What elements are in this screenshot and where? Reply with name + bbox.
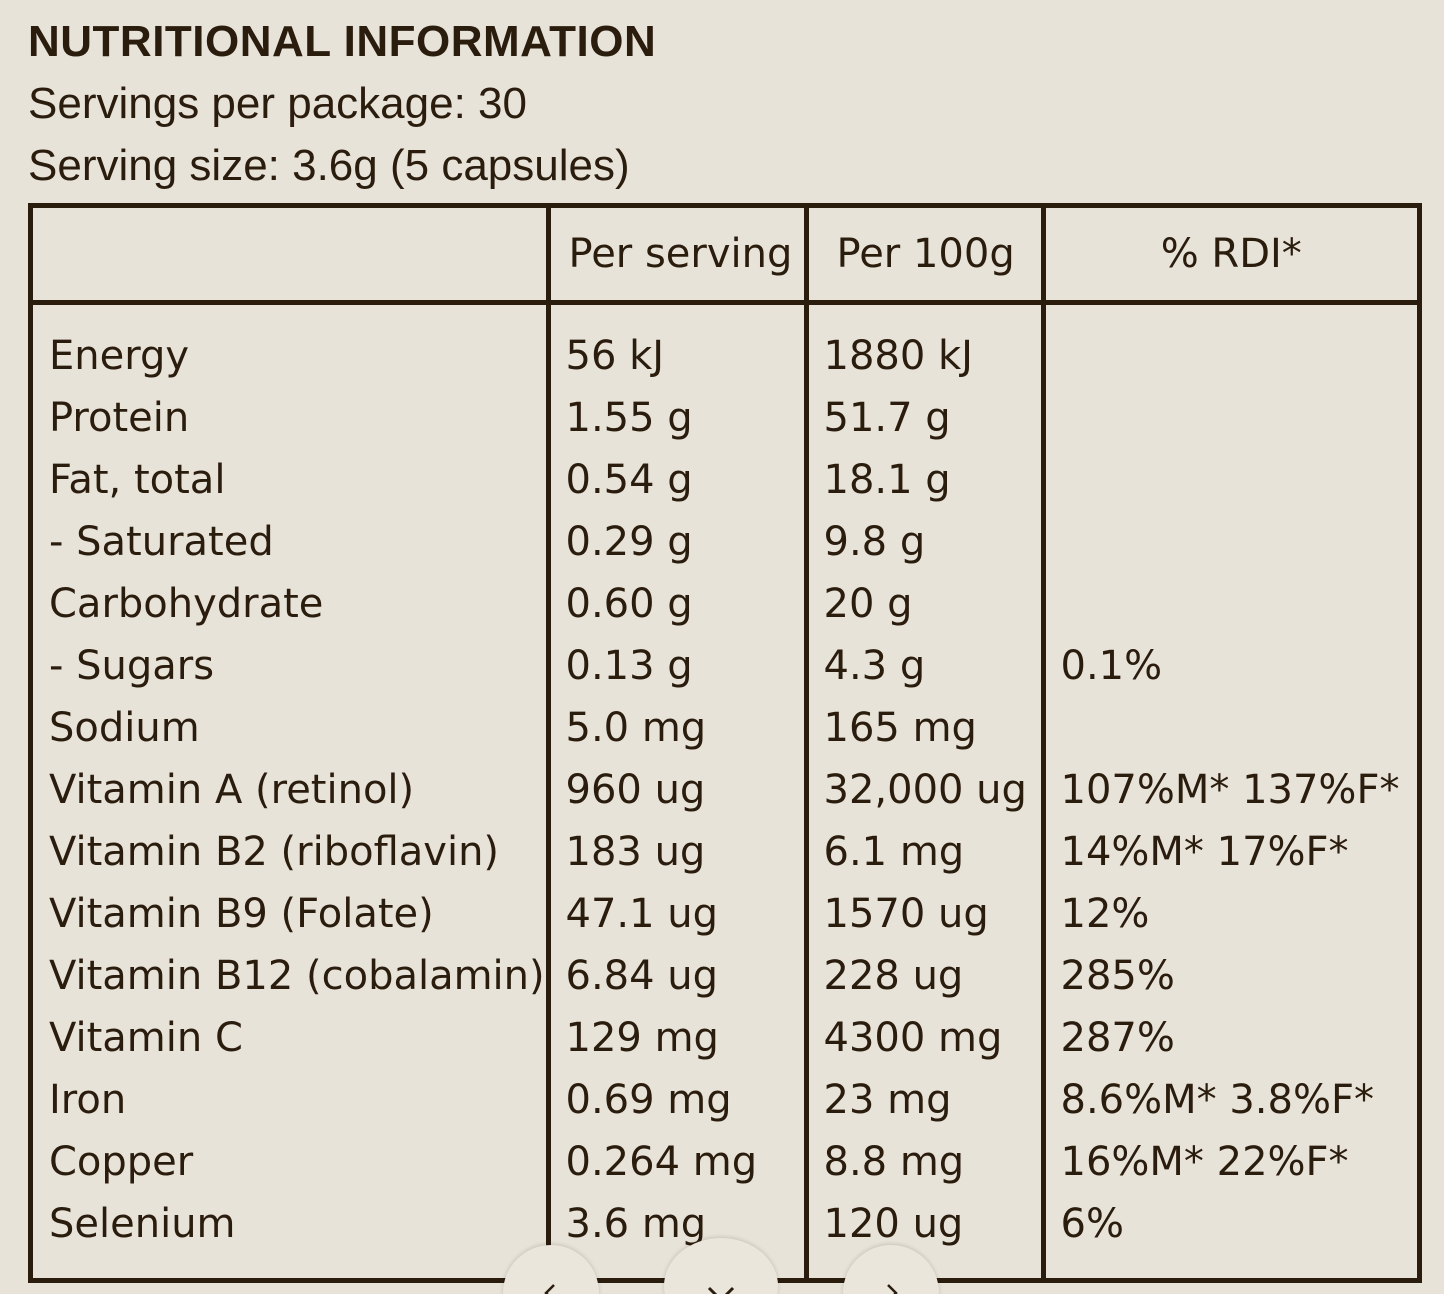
per-100g-value: 1570 ug bbox=[803, 883, 1043, 945]
rdi-value bbox=[1040, 387, 1417, 449]
servings-per-package: Servings per package: 30 bbox=[28, 79, 527, 128]
per-serving-value: 0.264 mg bbox=[545, 1131, 806, 1193]
nutrient-name: Carbohydrate bbox=[49, 581, 324, 627]
nutrient-name: Protein bbox=[49, 395, 190, 441]
per-serving-value: 6.84 ug bbox=[545, 945, 806, 1007]
per-serving-value: 47.1 ug bbox=[545, 883, 806, 945]
per-100g-value: 4.3 g bbox=[803, 635, 1043, 697]
per-100g-value: 18.1 g bbox=[803, 449, 1043, 511]
chevron-left-icon bbox=[544, 1284, 555, 1294]
per-100g-value: 23 mg bbox=[803, 1069, 1043, 1131]
table-spacer bbox=[33, 302, 1417, 325]
per-100g-value: 165 mg bbox=[803, 697, 1043, 759]
rdi-value bbox=[1040, 697, 1417, 759]
per-100g-value: 6.1 mg bbox=[803, 821, 1043, 883]
column-header-per-100g: Per 100g bbox=[803, 208, 1043, 305]
per-serving-value: 960 ug bbox=[545, 759, 806, 821]
table-row: Vitamin A (retinol) 960 ug 32,000 ug 107%M*… bbox=[33, 759, 1417, 821]
table-row: Selenium 3.6 mg 120 ug 6% bbox=[33, 1193, 1417, 1255]
column-header-per-serving: Per serving bbox=[545, 208, 806, 305]
nutrient-name: Fat, total bbox=[49, 457, 226, 503]
rdi-value bbox=[1040, 573, 1417, 635]
column-header-nutrient bbox=[33, 208, 548, 305]
rdi-value: 16%M* 22%F* bbox=[1040, 1131, 1417, 1193]
per-100g-value: 32,000 ug bbox=[803, 759, 1043, 821]
nutrient-name: Energy bbox=[49, 333, 190, 379]
rdi-value: 6% bbox=[1040, 1193, 1417, 1255]
nutrient-name: Copper bbox=[49, 1139, 194, 1185]
per-100g-value: 9.8 g bbox=[803, 511, 1043, 573]
rdi-value: 107%M* 137%F* bbox=[1040, 759, 1417, 821]
rdi-value: 14%M* 17%F* bbox=[1040, 821, 1417, 883]
per-serving-value: 0.60 g bbox=[545, 573, 806, 635]
per-100g-value: 4300 mg bbox=[803, 1007, 1043, 1069]
per-serving-value: 0.13 g bbox=[545, 635, 806, 697]
per-serving-value: 0.69 mg bbox=[545, 1069, 806, 1131]
per-serving-value: 56 kJ bbox=[545, 325, 806, 387]
per-100g-value: 20 g bbox=[803, 573, 1043, 635]
per-100g-value: 228 ug bbox=[803, 945, 1043, 1007]
table-row: Copper 0.264 mg 8.8 mg 16%M* 22%F* bbox=[33, 1131, 1417, 1193]
per-100g-value: 120 ug bbox=[803, 1193, 1043, 1255]
nutrient-name: Vitamin B9 (Folate) bbox=[49, 891, 434, 937]
per-100g-value: 1880 kJ bbox=[803, 325, 1043, 387]
per-serving-value: 0.29 g bbox=[545, 511, 806, 573]
rdi-value: 285% bbox=[1040, 945, 1417, 1007]
per-100g-value: 8.8 mg bbox=[803, 1131, 1043, 1193]
column-header-rdi: % RDI* bbox=[1040, 208, 1417, 305]
table-row: Sodium 5.0 mg 165 mg bbox=[33, 697, 1417, 759]
table-row: Protein 1.55 g 51.7 g bbox=[33, 387, 1417, 449]
table-row: Vitamin B2 (riboflavin) 183 ug 6.1 mg 14%M*… bbox=[33, 821, 1417, 883]
chevron-right-icon bbox=[887, 1284, 898, 1294]
table-row: Iron 0.69 mg 23 mg 8.6%M* 3.8%F* bbox=[33, 1069, 1417, 1131]
per-100g-value: 51.7 g bbox=[803, 387, 1043, 449]
table-row: Energy 56 kJ 1880 kJ bbox=[33, 325, 1417, 387]
nutrient-name: Vitamin B12 (cobalamin) bbox=[49, 953, 545, 999]
per-serving-value: 183 ug bbox=[545, 821, 806, 883]
table-row: - Saturated 0.29 g 9.8 g bbox=[33, 511, 1417, 573]
table-row: - Sugars 0.13 g 4.3 g 0.1% bbox=[33, 635, 1417, 697]
per-serving-value: 5.0 mg bbox=[545, 697, 806, 759]
rdi-value bbox=[1040, 511, 1417, 573]
serving-size: Serving size: 3.6g (5 capsules) bbox=[28, 141, 630, 190]
rdi-value: 8.6%M* 3.8%F* bbox=[1040, 1069, 1417, 1131]
table-row: Vitamin C 129 mg 4300 mg 287% bbox=[33, 1007, 1417, 1069]
per-serving-value: 0.54 g bbox=[545, 449, 806, 511]
nutrient-name: Sodium bbox=[49, 705, 200, 751]
nutrient-name: Vitamin C bbox=[49, 1015, 243, 1061]
nutrient-name: Iron bbox=[49, 1077, 127, 1123]
per-serving-value: 129 mg bbox=[545, 1007, 806, 1069]
rdi-value bbox=[1040, 325, 1417, 387]
per-serving-value: 1.55 g bbox=[545, 387, 806, 449]
rdi-value: 287% bbox=[1040, 1007, 1417, 1069]
page-title: NUTRITIONAL INFORMATION bbox=[28, 17, 657, 66]
nutrient-name: - Sugars bbox=[49, 643, 215, 689]
nutrient-name: Vitamin A (retinol) bbox=[49, 767, 415, 813]
nutrition-table: Per serving Per 100g % RDI* Energy 56 kJ 1… bbox=[28, 203, 1422, 1283]
close-icon bbox=[707, 1286, 735, 1294]
table-row: Fat, total 0.54 g 18.1 g bbox=[33, 449, 1417, 511]
nutrient-name: - Saturated bbox=[49, 519, 274, 565]
table-row: Vitamin B12 (cobalamin) 6.84 ug 228 ug 285% bbox=[33, 945, 1417, 1007]
table-row: Vitamin B9 (Folate) 47.1 ug 1570 ug 12% bbox=[33, 883, 1417, 945]
rdi-value: 12% bbox=[1040, 883, 1417, 945]
per-serving-value: 3.6 mg bbox=[545, 1193, 806, 1255]
nutrient-name: Vitamin B2 (riboflavin) bbox=[49, 829, 500, 875]
nutrient-name: Selenium bbox=[49, 1201, 236, 1247]
table-row: Carbohydrate 0.60 g 20 g bbox=[33, 573, 1417, 635]
rdi-value bbox=[1040, 449, 1417, 511]
table-header-row: Per serving Per 100g % RDI* bbox=[33, 208, 1417, 305]
rdi-value: 0.1% bbox=[1040, 635, 1417, 697]
